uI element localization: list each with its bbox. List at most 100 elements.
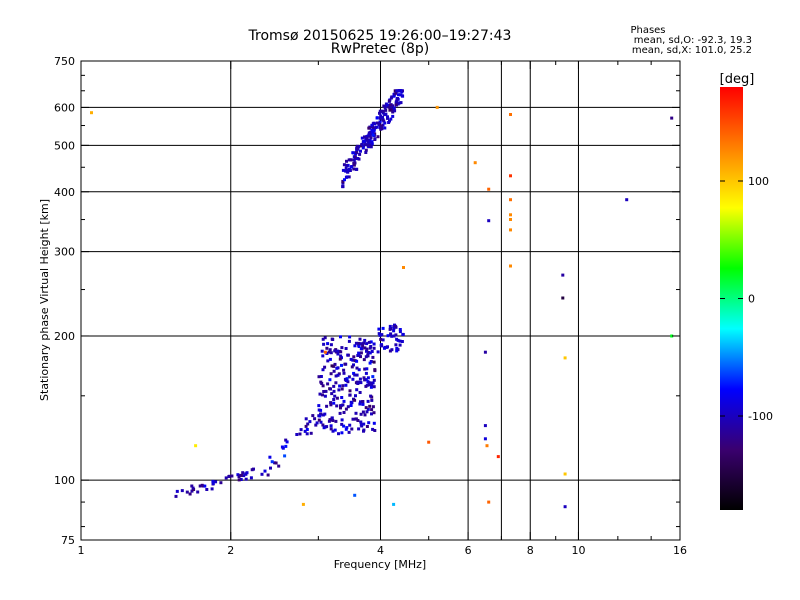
data-point — [332, 398, 336, 401]
data-point — [369, 360, 373, 363]
data-point — [363, 367, 367, 371]
data-point — [372, 360, 376, 364]
data-point — [359, 355, 362, 359]
data-point — [393, 109, 397, 113]
data-point — [363, 413, 367, 417]
data-point — [349, 400, 353, 404]
data-point — [369, 345, 373, 348]
data-point — [321, 423, 325, 427]
data-point — [346, 168, 350, 172]
data-point — [427, 440, 431, 444]
data-point — [348, 167, 351, 171]
data-point — [365, 136, 369, 140]
data-point — [323, 365, 327, 369]
data-point — [317, 375, 321, 379]
data-point — [366, 407, 370, 411]
data-point — [339, 350, 343, 354]
data-point — [334, 419, 338, 423]
data-point — [334, 374, 338, 378]
data-point — [347, 339, 351, 343]
data-point — [321, 368, 325, 372]
data-point — [384, 112, 388, 116]
data-point — [244, 472, 248, 476]
data-point — [327, 419, 331, 423]
data-point — [563, 472, 567, 476]
data-point — [242, 474, 246, 478]
data-point — [326, 359, 330, 363]
data-point — [342, 399, 346, 403]
data-point — [90, 111, 93, 115]
data-point — [391, 110, 395, 114]
data-point — [400, 340, 404, 343]
data-point — [329, 351, 333, 355]
data-point — [371, 405, 375, 409]
data-point — [359, 351, 363, 355]
data-point — [313, 417, 317, 421]
data-point — [304, 424, 308, 428]
data-point — [383, 346, 386, 350]
data-point — [394, 325, 397, 329]
data-point — [200, 483, 204, 487]
data-point — [358, 380, 362, 384]
data-point — [355, 366, 359, 370]
data-point — [353, 373, 357, 377]
data-point — [362, 376, 366, 380]
data-point — [362, 422, 366, 426]
data-point — [317, 404, 321, 408]
data-point — [389, 332, 393, 336]
data-point — [314, 423, 318, 427]
data-point — [236, 473, 240, 477]
data-point — [268, 455, 272, 459]
data-point — [353, 398, 357, 402]
data-point — [280, 445, 284, 449]
data-point — [315, 421, 319, 425]
data-point — [284, 444, 288, 448]
data-point — [332, 369, 336, 373]
data-point — [351, 358, 355, 362]
data-point — [326, 342, 330, 346]
data-point — [327, 350, 331, 354]
data-point — [391, 104, 395, 108]
data-point — [322, 342, 326, 346]
data-point — [319, 420, 323, 424]
x-tick-label: 4 — [377, 544, 384, 557]
data-point — [360, 342, 364, 346]
phases-x-mode: mean, sd,X: 101.0, 25.2 — [632, 45, 752, 56]
data-point — [321, 393, 324, 397]
data-point — [355, 359, 359, 363]
data-point — [329, 427, 333, 431]
data-point — [339, 335, 342, 339]
data-point — [363, 378, 367, 382]
data-point — [391, 114, 395, 118]
data-point — [382, 104, 386, 108]
data-point — [370, 350, 374, 353]
data-point — [339, 354, 343, 358]
data-point — [346, 405, 350, 409]
data-point — [396, 97, 399, 100]
chart-title: Tromsø 20150625 19:26:00–19:27:43 — [248, 28, 512, 44]
data-point — [399, 93, 403, 97]
data-point — [355, 146, 359, 150]
data-point — [309, 431, 313, 435]
data-point — [299, 428, 303, 432]
data-point — [328, 357, 332, 361]
data-point — [487, 500, 491, 504]
data-point — [188, 492, 192, 496]
data-point — [367, 126, 371, 130]
y-tick-label: 200 — [54, 330, 75, 343]
data-point — [360, 136, 364, 140]
data-point — [325, 346, 329, 350]
data-point — [398, 330, 402, 334]
data-point — [509, 218, 512, 221]
data-point — [331, 419, 335, 422]
data-point — [355, 150, 359, 154]
data-point — [357, 351, 361, 355]
data-point — [485, 444, 489, 448]
data-point — [333, 349, 337, 353]
data-point — [358, 337, 362, 341]
data-point — [368, 361, 372, 365]
data-point — [349, 158, 353, 162]
data-point — [365, 342, 369, 346]
data-point — [358, 402, 362, 406]
data-point — [303, 429, 307, 433]
